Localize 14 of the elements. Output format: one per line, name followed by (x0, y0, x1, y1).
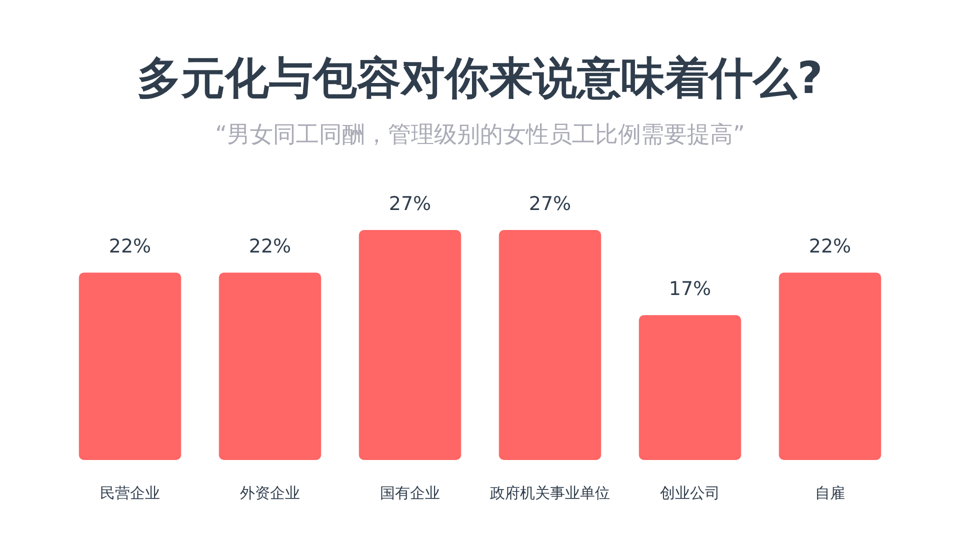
data-label: 27% (528, 193, 572, 215)
x-tick-label: 民营企业 (100, 484, 160, 502)
data-label: 27% (388, 193, 432, 215)
x-tick-label: 外资企业 (240, 484, 300, 502)
data-label: 22% (808, 236, 852, 258)
x-tick-label: 自雇 (815, 484, 845, 502)
x-tick-label: 国有企业 (380, 484, 440, 502)
x-tick-label: 政府机关事业单位 (490, 484, 610, 502)
chart-subtitle: “男女同工同酬，管理级别的女性员工比例需要提高” (215, 122, 745, 148)
data-label: 22% (248, 236, 292, 258)
data-label: 17% (668, 278, 712, 300)
x-tick-label: 创业公司 (660, 484, 720, 502)
chart-title: 多元化与包容对你来说意味着什么? (137, 53, 823, 104)
data-label: 22% (108, 236, 152, 258)
